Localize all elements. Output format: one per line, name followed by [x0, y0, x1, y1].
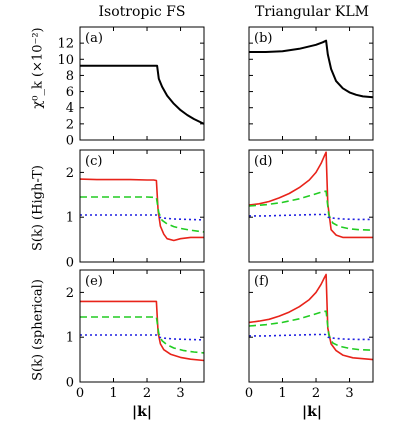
panel-label: (b) — [254, 31, 272, 46]
y-tick-label: 8 — [66, 69, 74, 84]
x-tick-label: 1 — [109, 386, 117, 401]
xlabel-left: |k| — [132, 404, 152, 420]
panel-frame — [79, 269, 205, 383]
series-line-2 — [249, 333, 373, 341]
panel-4: 0 1 2 3 0 1 2 (e) — [66, 269, 205, 401]
series-line-1 — [80, 316, 205, 354]
panel-3: (d) — [248, 149, 374, 263]
series-line-0 — [249, 39, 374, 99]
y-tick-label: 4 — [66, 101, 74, 116]
y-tick-label: 0 — [66, 134, 74, 149]
panel-frame — [79, 149, 205, 263]
x-tick-label: 0 — [76, 386, 84, 401]
y-tick-label: 0 — [66, 376, 74, 391]
panel-2: 0 1 2 (c) — [66, 149, 205, 271]
series-line-0 — [248, 151, 373, 239]
xlabel-right: |k| — [302, 404, 322, 420]
y-tick-label: 1 — [66, 211, 74, 226]
series-line-2 — [80, 214, 205, 221]
panel-label: (c) — [85, 154, 102, 169]
y-tick-label: 10 — [57, 53, 74, 68]
panel-frame — [79, 26, 205, 141]
series-line-0 — [80, 300, 205, 362]
series-line-1 — [248, 310, 374, 351]
panel-label: (e) — [85, 274, 103, 289]
panel-label: (a) — [85, 31, 103, 46]
series-line-1 — [248, 190, 374, 231]
series-line-0 — [80, 64, 205, 125]
series-line-2 — [249, 213, 373, 221]
y-tick-label: 2 — [66, 117, 74, 132]
x-tick-label: 3 — [345, 386, 353, 401]
y-tick-label: 6 — [66, 85, 74, 100]
y-tick-label: 1 — [66, 331, 74, 346]
panel-label: (d) — [254, 154, 272, 169]
panel-frame — [248, 26, 374, 141]
x-tick-label: 0 — [245, 386, 253, 401]
x-tick-label: 1 — [278, 386, 286, 401]
series-line-1 — [80, 196, 205, 233]
panel-frame — [248, 269, 374, 383]
panel-5: 0 1 2 3 (f) — [245, 269, 374, 401]
y-tick-label: 2 — [66, 286, 74, 301]
series-line-0 — [248, 273, 374, 361]
panel-label: (f) — [254, 274, 269, 289]
x-tick-label: 2 — [143, 386, 151, 401]
column-title-left: Isotropic FS — [98, 4, 186, 20]
series-line-0 — [79, 178, 204, 242]
y-tick-label: 2 — [66, 166, 74, 181]
x-tick-label: 2 — [312, 386, 320, 401]
column-title-right: Triangular KLM — [255, 4, 369, 20]
series-line-2 — [80, 334, 205, 341]
y-tick-label: 12 — [57, 37, 74, 52]
x-tick-label: 3 — [176, 386, 184, 401]
y-tick-label: 0 — [66, 256, 74, 271]
panel-frame — [248, 149, 374, 263]
panel-1: (b) — [248, 26, 374, 141]
